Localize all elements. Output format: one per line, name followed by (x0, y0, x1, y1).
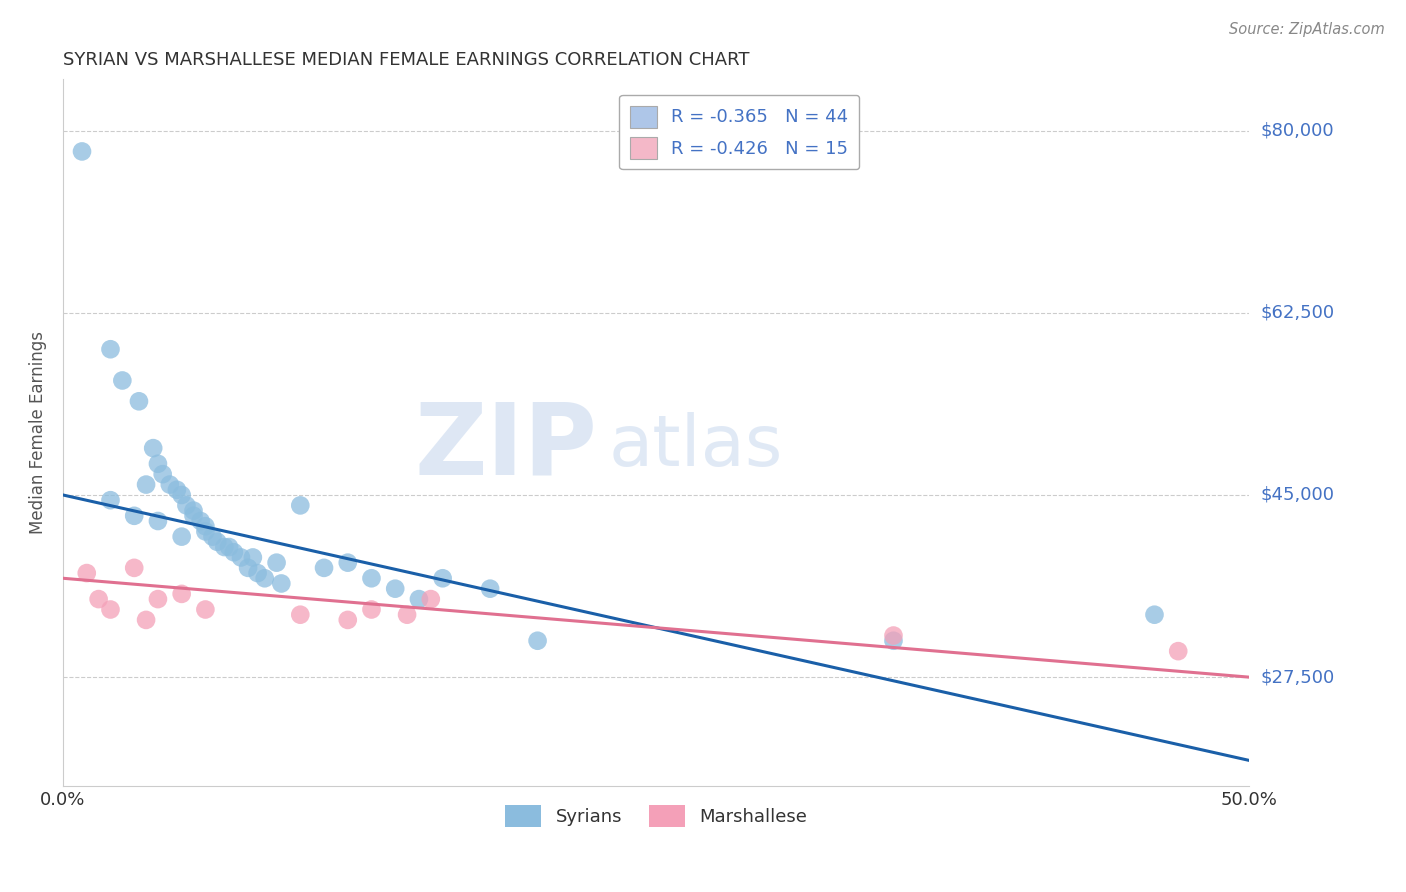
Point (526, 633, 548, 648)
Point (360, 571, 382, 585)
Point (432, 571, 454, 585)
Point (190, 514, 212, 528)
Y-axis label: Median Female Earnings: Median Female Earnings (30, 331, 46, 534)
Point (222, 545, 245, 559)
Point (170, 530, 193, 544)
Text: $45,000: $45,000 (1261, 486, 1334, 504)
Point (312, 561, 335, 575)
Point (396, 607, 419, 622)
Point (419, 592, 441, 607)
Point (70, 145, 93, 159)
Point (242, 550, 264, 565)
Point (128, 394, 150, 409)
Point (100, 493, 122, 508)
Point (100, 602, 122, 616)
Text: $27,500: $27,500 (1261, 668, 1334, 686)
Point (152, 467, 174, 482)
Point (146, 592, 169, 607)
Point (336, 613, 359, 627)
Point (1167, 644, 1189, 658)
Point (135, 613, 157, 627)
Text: atlas: atlas (609, 412, 783, 481)
Point (360, 602, 382, 616)
Text: SYRIAN VS MARSHALLESE MEDIAN FEMALE EARNINGS CORRELATION CHART: SYRIAN VS MARSHALLESE MEDIAN FEMALE EARN… (63, 51, 749, 69)
Point (87, 592, 110, 607)
Point (170, 587, 193, 601)
Point (122, 561, 145, 575)
Point (194, 519, 217, 533)
Point (201, 530, 224, 544)
Point (408, 592, 430, 607)
Point (266, 556, 288, 570)
Point (1143, 607, 1166, 622)
Point (384, 582, 406, 596)
Point (882, 633, 904, 648)
Point (111, 374, 134, 388)
Point (76, 566, 98, 580)
Point (159, 477, 181, 491)
Point (170, 488, 193, 502)
Point (176, 499, 198, 513)
Point (236, 561, 259, 575)
Text: ZIP: ZIP (413, 398, 598, 495)
Point (183, 508, 205, 523)
Point (142, 441, 165, 455)
Point (122, 508, 145, 523)
Point (207, 534, 229, 549)
Point (183, 503, 205, 517)
Text: Source: ZipAtlas.com: Source: ZipAtlas.com (1229, 22, 1385, 37)
Point (270, 576, 292, 591)
Point (218, 540, 240, 554)
Point (194, 602, 217, 616)
Point (146, 457, 169, 471)
Point (336, 556, 359, 570)
Point (194, 524, 217, 539)
Point (479, 582, 502, 596)
Text: $80,000: $80,000 (1261, 121, 1334, 140)
Point (246, 566, 269, 580)
Point (290, 499, 312, 513)
Point (290, 607, 312, 622)
Point (146, 514, 169, 528)
Point (100, 343, 122, 357)
Legend: Syrians, Marshallese: Syrians, Marshallese (498, 797, 814, 834)
Text: $62,500: $62,500 (1261, 304, 1334, 322)
Point (166, 483, 188, 497)
Point (214, 540, 236, 554)
Point (882, 628, 904, 642)
Point (135, 477, 157, 491)
Point (229, 550, 252, 565)
Point (253, 571, 276, 585)
